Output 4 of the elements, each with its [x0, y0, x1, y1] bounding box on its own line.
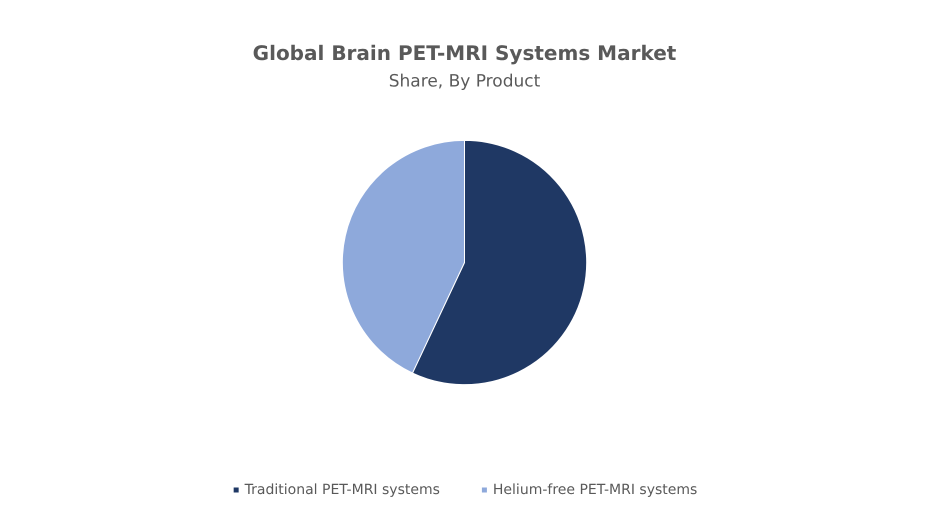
chart-subtitle: Share, By Product — [388, 72, 541, 92]
chart-title: Global Brain PET-MRI Systems Market — [252, 41, 677, 65]
legend-label: Traditional PET-MRI systems — [244, 482, 440, 498]
legend-label: Helium-free PET-MRI systems — [492, 482, 698, 498]
